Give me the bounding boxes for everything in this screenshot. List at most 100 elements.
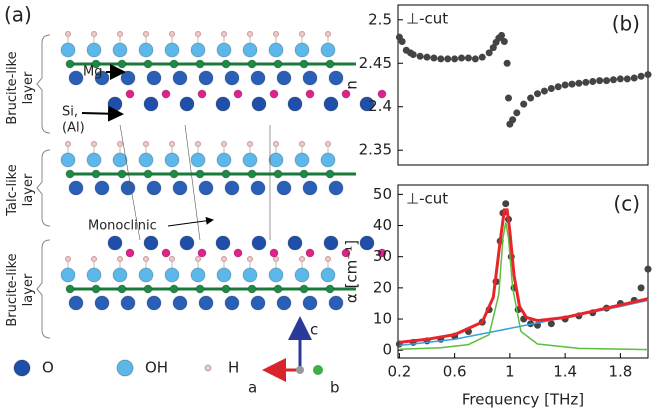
atom: [198, 295, 214, 311]
atom-h: [247, 31, 253, 37]
annotation: ⊥-cut: [406, 190, 448, 208]
atom-h: [143, 141, 149, 147]
atom: [273, 59, 283, 69]
atom: [269, 248, 279, 258]
legend-label: H: [228, 359, 239, 377]
data-point: [603, 77, 611, 85]
data-point: [540, 87, 548, 95]
atom: [60, 267, 76, 283]
atom: [91, 169, 101, 179]
atom-h: [247, 256, 253, 262]
data-point: [437, 55, 445, 63]
atom: [216, 152, 232, 168]
atom: [287, 96, 303, 112]
atom: [190, 152, 206, 168]
atom: [86, 267, 102, 283]
atom: [325, 169, 335, 179]
atom: [65, 59, 75, 69]
data-point: [398, 38, 406, 46]
atom: [268, 42, 284, 58]
atom: [86, 42, 102, 58]
data-point: [423, 53, 431, 61]
x-tick-label: 1: [505, 363, 515, 381]
atom: [377, 248, 387, 258]
y-tick-label: 2.35: [359, 141, 392, 159]
atom-h: [273, 31, 279, 37]
atom: [276, 180, 292, 196]
atom: [325, 284, 335, 294]
origin: [296, 366, 304, 374]
atom: [250, 70, 266, 86]
atom: [305, 89, 315, 99]
atom: [164, 267, 180, 283]
atom: [224, 295, 240, 311]
atom: [172, 180, 188, 196]
cell-edge: [119, 124, 141, 241]
atom: [120, 70, 136, 86]
y-axis-label: α [cm⁻¹]: [343, 240, 361, 303]
atom: [60, 42, 76, 58]
atom: [294, 267, 310, 283]
data-point: [554, 83, 562, 91]
atom-h: [65, 141, 71, 147]
atom: [328, 295, 344, 311]
data-point: [589, 78, 597, 86]
atom-label: (Al): [62, 121, 85, 136]
atom-h: [299, 141, 305, 147]
data-point: [430, 54, 438, 62]
legend-swatch: [13, 359, 31, 377]
atom-h: [299, 31, 305, 37]
data-point: [416, 52, 424, 60]
atom: [190, 42, 206, 58]
atom: [224, 70, 240, 86]
atom-h: [325, 141, 331, 147]
data-point: [596, 77, 604, 85]
atom: [294, 42, 310, 58]
atom: [302, 70, 318, 86]
atom: [251, 235, 267, 251]
plot-frame: [397, 184, 649, 359]
atom: [146, 180, 162, 196]
atom: [161, 248, 171, 258]
fit-line: [399, 299, 649, 347]
layer-label: Talc-likelayer: [5, 164, 36, 217]
data-point: [409, 51, 417, 59]
atom: [117, 284, 127, 294]
atom: [60, 152, 76, 168]
atom-label: Si,: [62, 105, 78, 120]
data-point: [644, 265, 652, 273]
atom: [302, 180, 318, 196]
legend-label: OH: [145, 359, 168, 377]
y-tick-label: 20: [373, 278, 392, 296]
fit-line: [399, 208, 649, 344]
y-tick-label: 30: [373, 247, 392, 265]
atom: [146, 70, 162, 86]
atom: [91, 59, 101, 69]
data-point: [458, 54, 466, 62]
layer-label: Brucite-likelayer: [5, 253, 36, 326]
atom: [341, 248, 351, 258]
data-point: [502, 200, 510, 208]
layer-label-line: layer: [21, 273, 36, 306]
data-point: [637, 72, 645, 80]
atom: [65, 169, 75, 179]
brace: [36, 239, 51, 339]
atom: [198, 180, 214, 196]
atom: [268, 152, 284, 168]
atom-h: [325, 31, 331, 37]
panel-label: (a): [4, 3, 32, 27]
data-point: [616, 75, 624, 83]
atom-h: [169, 141, 175, 147]
x-tick-label: 1.8: [608, 363, 632, 381]
atom: [107, 96, 123, 112]
atom: [233, 89, 243, 99]
atom: [221, 59, 231, 69]
atom: [164, 152, 180, 168]
layer-label-line: Brucite-like: [5, 51, 20, 124]
atom: [125, 248, 135, 258]
data-point: [547, 320, 555, 328]
atom: [251, 96, 267, 112]
layer-label-line: Talc-like: [5, 164, 20, 217]
atom: [143, 169, 153, 179]
